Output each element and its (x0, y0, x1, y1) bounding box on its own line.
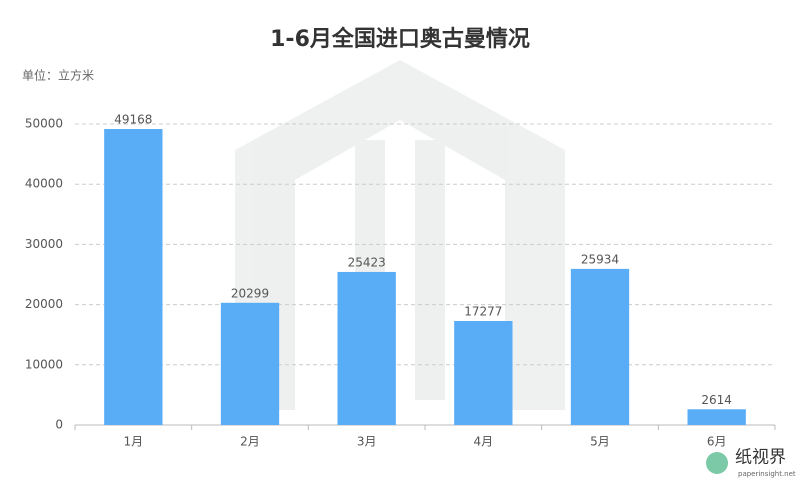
value-label: 17277 (464, 304, 502, 318)
x-tick-label: 1月 (124, 435, 144, 449)
value-label: 25934 (581, 252, 619, 266)
watermark-brand: 纸视界 (735, 448, 786, 468)
x-tick-label: 5月 (590, 435, 610, 449)
value-label: 25423 (348, 255, 386, 269)
x-tick-label: 4月 (474, 435, 494, 449)
watermark: 纸视界 paperinsight.net (706, 448, 796, 478)
x-tick-label: 6月 (707, 435, 727, 449)
bar (687, 409, 746, 425)
bar (220, 302, 280, 425)
value-label: 49168 (114, 113, 152, 127)
y-tick-label: 20000 (25, 297, 63, 311)
bar (570, 268, 630, 425)
bar (104, 129, 163, 425)
y-tick-label: 50000 (25, 117, 63, 131)
watermark-logo (235, 60, 565, 410)
value-label: 2614 (701, 393, 732, 407)
bar (337, 271, 396, 425)
x-tick-label: 2月 (240, 435, 260, 449)
y-tick-label: 0 (55, 418, 63, 432)
y-tick-label: 30000 (25, 237, 63, 251)
x-tick-label: 3月 (357, 435, 377, 449)
watermark-icon (706, 452, 728, 474)
y-tick-label: 10000 (25, 357, 63, 371)
watermark-url: paperinsight.net (738, 470, 796, 478)
chart-title: 1-6月全国进口奥古曼情况 (270, 26, 530, 52)
y-tick-label: 40000 (25, 177, 63, 191)
unit-label: 单位：立方米 (22, 68, 94, 83)
value-label: 20299 (231, 286, 269, 300)
bar (454, 320, 513, 425)
